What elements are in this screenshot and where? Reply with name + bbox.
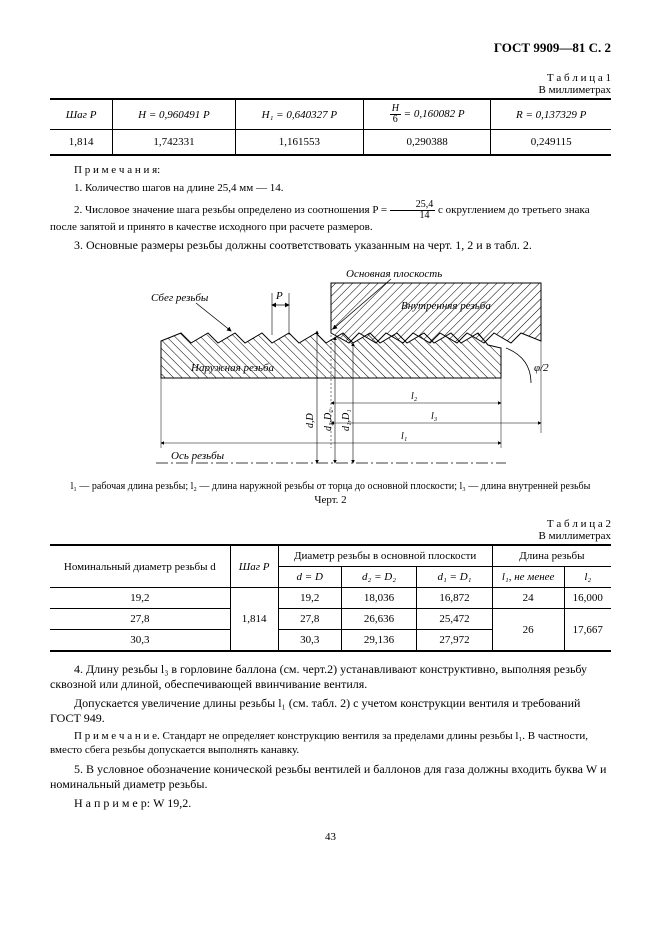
t2-r2-d1: 25,472 xyxy=(417,609,492,630)
t2-r1-l2: 16,000 xyxy=(564,588,611,609)
t1-c2: 1,742331 xyxy=(113,130,236,156)
t2-r3-d: 30,3 xyxy=(50,630,230,652)
t2-r1-l1: 24 xyxy=(492,588,564,609)
para4note: П р и м е ч а н и е. Стандарт не определ… xyxy=(50,730,611,758)
page-number: 43 xyxy=(50,831,611,843)
t2-h-l1: l₁, не менее xyxy=(492,567,564,588)
t2-r1-P: 1,814 xyxy=(230,588,278,652)
t1-c5: 0,249115 xyxy=(491,130,611,156)
para5b: Н а п р и м е р: W 19,2. xyxy=(50,796,611,811)
dim-dD: d,D xyxy=(305,413,316,429)
t1-c1: 1,814 xyxy=(50,130,113,156)
table2-caption-label: Т а б л и ц а 2 xyxy=(547,518,611,530)
table2-caption: Т а б л и ц а 2 В миллиметрах xyxy=(50,518,611,542)
table1-caption: Т а б л и ц а 1 В миллиметрах xyxy=(50,72,611,96)
para4a: 4. Длину резьбы l₃ в горловине баллона (… xyxy=(50,662,611,692)
para3: 3. Основные размеры резьбы должны соотве… xyxy=(50,238,611,253)
figure-label: Черт. 2 xyxy=(50,494,611,506)
t2-r2-l1: 26 xyxy=(492,609,564,652)
dim-l1: l₁ xyxy=(401,431,407,442)
t2-h-diam: Диаметр резьбы в основной плоскости xyxy=(278,545,492,567)
t1-h2: H = 0,960491 P xyxy=(113,99,236,130)
t2-h-dD: d = D xyxy=(278,567,341,588)
t1-h4: H6 = 0,160082 P xyxy=(363,99,490,130)
table1-caption-units: В миллиметрах xyxy=(539,84,611,96)
t2-h-l2: l₂ xyxy=(564,567,611,588)
figure2: Сбег резьбы P Основная плоскость Внутрен… xyxy=(50,263,611,477)
t2-r1-d1: 16,872 xyxy=(417,588,492,609)
lbl-outer: Наружная резьба xyxy=(190,362,275,374)
t2-r2-l2: 17,667 xyxy=(564,609,611,652)
table2-caption-units: В миллиметрах xyxy=(539,530,611,542)
t2-h-d2D2: d₂ = D₂ xyxy=(341,567,416,588)
dim-l3: l₃ xyxy=(431,411,438,422)
para4b: Допускается увеличение длины резьбы l₁ (… xyxy=(50,696,611,726)
table1: Шаг P H = 0,960491 P H₁ = 0,640327 P H6 … xyxy=(50,98,611,156)
t1-h1: Шаг P xyxy=(50,99,113,130)
t1-c4: 0,290388 xyxy=(363,130,490,156)
t2-h-len: Длина резьбы xyxy=(492,545,611,567)
t2-h-step: Шаг P xyxy=(230,545,278,588)
t2-r1-d2: 18,036 xyxy=(341,588,416,609)
figure-caption: l₁ — рабочая длина резьбы; l₂ — длина на… xyxy=(50,481,611,492)
t2-h-d1D1: d₁ = D₁ xyxy=(417,567,492,588)
lbl-sbeg: Сбег резьбы xyxy=(151,292,209,304)
dim-d2D2: d₂,D₂ xyxy=(323,409,334,431)
note2: 2. Числовое значение шага резьбы определ… xyxy=(50,200,611,235)
t1-h3: H₁ = 0,640327 P xyxy=(235,99,363,130)
t2-r3-d1: 27,972 xyxy=(417,630,492,652)
para5a: 5. В условное обозначение конической рез… xyxy=(50,762,611,792)
t2-r3-dD: 30,3 xyxy=(278,630,341,652)
t2-r3-d2: 29,136 xyxy=(341,630,416,652)
t2-r1-d: 19,2 xyxy=(50,588,230,609)
notes-head: П р и м е ч а н и я: xyxy=(50,164,611,178)
lbl-P: P xyxy=(275,290,283,302)
t2-r2-dD: 27,8 xyxy=(278,609,341,630)
lbl-plane: Основная плоскость xyxy=(346,268,442,280)
t2-r2-d2: 26,636 xyxy=(341,609,416,630)
page-header: ГОСТ 9909—81 С. 2 xyxy=(50,40,611,56)
t2-r2-d: 27,8 xyxy=(50,609,230,630)
dim-l2: l₂ xyxy=(411,391,418,402)
thread-diagram-svg: Сбег резьбы P Основная плоскость Внутрен… xyxy=(101,263,561,473)
t2-r1-dD: 19,2 xyxy=(278,588,341,609)
t1-h5: R = 0,137329 P xyxy=(491,99,611,130)
table2: Номинальный диаметр резьбы d Шаг P Диаме… xyxy=(50,544,611,652)
lbl-axis: Ось резьбы xyxy=(171,450,225,462)
dim-d1D1: d₁,D₁ xyxy=(341,410,352,432)
t1-c3: 1,161553 xyxy=(235,130,363,156)
t2-h-nom: Номинальный диаметр резьбы d xyxy=(50,545,230,588)
note1: 1. Количество шагов на длине 25,4 мм — 1… xyxy=(50,182,611,196)
lbl-inner: Внутренняя резьба xyxy=(401,300,491,312)
table1-caption-label: Т а б л и ц а 1 xyxy=(547,72,611,84)
lbl-phi: φ/2 xyxy=(534,362,549,374)
